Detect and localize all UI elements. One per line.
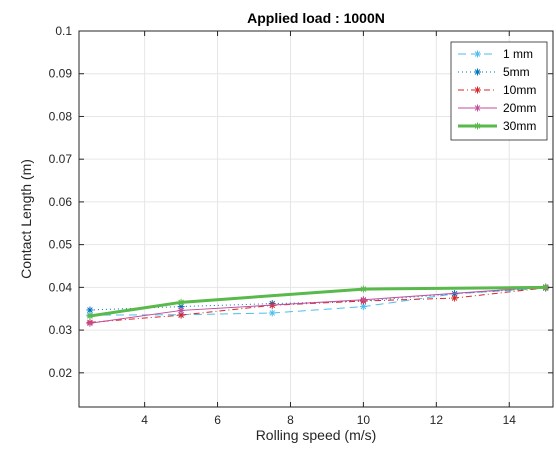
marker-stroke	[178, 299, 184, 306]
marker-stroke	[474, 51, 481, 57]
x-tick-label: 10	[357, 413, 371, 427]
marker-stroke	[178, 307, 184, 314]
series-layer	[86, 283, 550, 327]
x-tick-label: 12	[430, 413, 444, 427]
y-tick-label: 0.06	[49, 195, 73, 209]
series-4	[86, 283, 550, 320]
marker-stroke	[474, 69, 481, 75]
x-axis-ticks: 4 6 8 10 12 14	[141, 31, 516, 427]
marker-stroke	[451, 295, 458, 301]
y-tick-label: 0.03	[49, 323, 73, 337]
marker-stroke	[87, 313, 93, 319]
y-axis-ticks: 0.02 0.03 0.04 0.05 0.06 0.07 0.08 0.09 0.1	[49, 24, 553, 380]
marker-stroke	[269, 310, 276, 316]
x-tick-label: 14	[503, 413, 517, 427]
data-point	[177, 306, 185, 314]
y-tick-label: 0.02	[49, 366, 73, 380]
x-tick-label: 8	[287, 413, 294, 427]
y-tick-label: 0.04	[49, 280, 73, 294]
chart-title: Applied load : 1000N	[247, 10, 385, 26]
marker-stroke	[178, 312, 184, 318]
y-tick-label: 0.05	[49, 238, 73, 252]
marker-stroke	[87, 307, 93, 313]
data-point	[86, 312, 94, 320]
data-point	[359, 285, 367, 293]
x-tick-label: 6	[214, 413, 221, 427]
marker-stroke	[360, 286, 367, 292]
y-tick-label: 0.08	[49, 109, 73, 123]
data-point	[86, 319, 94, 327]
legend-box	[450, 41, 548, 141]
marker-stroke	[474, 87, 481, 93]
legend-marker	[474, 104, 481, 112]
legend-entry-label: 20mm	[503, 101, 536, 115]
legend-entry-label: 10mm	[503, 83, 536, 97]
legend-entry-label: 30mm	[503, 119, 536, 133]
data-point	[177, 298, 185, 306]
series-line	[89, 287, 546, 323]
y-tick-label: 0.09	[49, 67, 73, 81]
data-point	[86, 306, 94, 314]
legend-entry-label: 1 mm	[503, 47, 533, 61]
marker-stroke	[474, 105, 481, 111]
marker-stroke	[474, 123, 481, 129]
y-tick-label: 0.07	[49, 152, 73, 166]
legend-marker	[474, 122, 481, 130]
legend: 1 mm 5mm 10mm 20mm 30mm	[450, 41, 548, 141]
legend-marker	[474, 50, 481, 58]
legend-entry-label: 5mm	[503, 65, 530, 79]
y-tick-label: 0.1	[55, 24, 72, 38]
marker-stroke	[87, 320, 93, 327]
marker-stroke	[360, 296, 367, 303]
y-axis-label: Contact Length (m)	[18, 159, 34, 279]
plot-frame	[78, 30, 554, 408]
x-tick-label: 4	[141, 413, 148, 427]
series-line	[89, 285, 546, 318]
marker-stroke	[542, 284, 549, 291]
data-point	[359, 296, 367, 304]
data-point	[268, 309, 276, 317]
marker-stroke	[360, 303, 367, 310]
data-point	[451, 294, 459, 302]
x-axis-label: Rolling speed (m/s)	[256, 427, 377, 443]
legend-marker	[474, 86, 481, 94]
legend-marker	[474, 68, 481, 76]
data-point	[177, 311, 185, 319]
series-line	[89, 286, 546, 324]
